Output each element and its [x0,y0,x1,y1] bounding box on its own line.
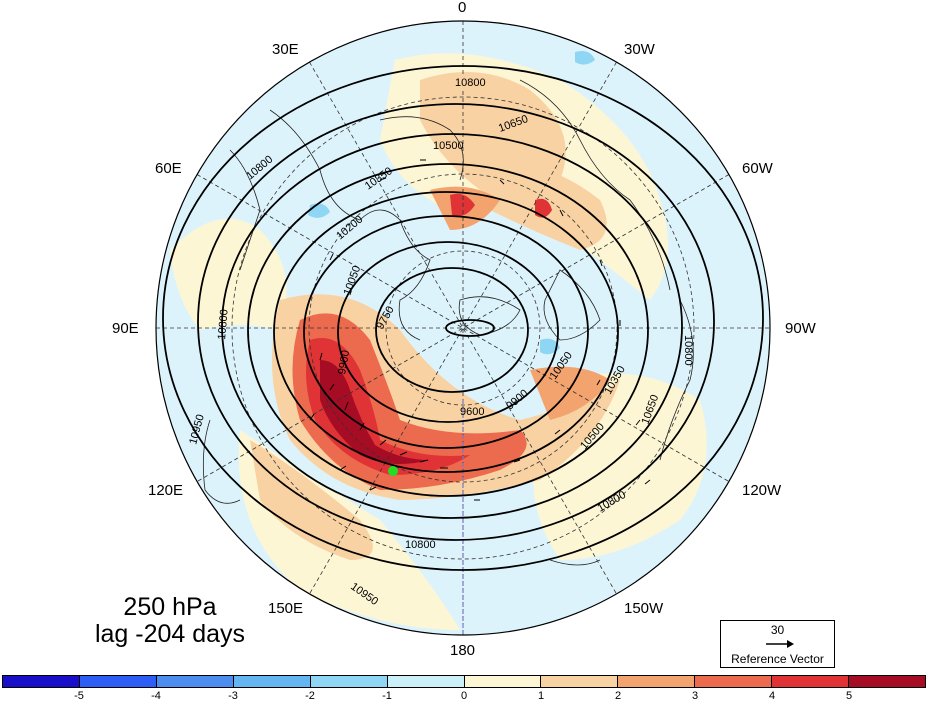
colorbar [2,675,926,688]
contour-label: 10800 [455,77,486,89]
contour-label: 9900 [336,349,352,375]
map-border [155,20,771,636]
colorbar-segment [387,676,465,687]
wind-vectors [309,159,651,501]
lon-label-90w: 90W [785,320,816,337]
pressure-level: 250 hPa [123,593,217,621]
colorbar-segment [310,676,388,687]
colorbar-tick-label: -2 [305,690,315,702]
lon-label-60e: 60E [155,160,182,177]
lon-label-150e: 150E [268,600,304,617]
reference-vector-magnitude: 30 [770,623,785,637]
colorbar-segment [3,676,80,687]
height-contours [162,65,764,571]
contour-label: 9600 [460,406,484,418]
lon-label-90e: 90E [112,320,139,337]
colorbar-segment [464,676,542,687]
lon-label-30e: 30E [272,41,299,58]
reference-vector-label: Reference Vector [731,652,824,666]
colorbar-segment [541,676,619,687]
colorbar-tick-label: 0 [460,690,468,702]
colorbar-segment [156,676,234,687]
colorbar-tick-label: -4 [151,690,161,702]
colorbar-tick-label: 5 [845,690,853,702]
contour-label: 10800 [682,335,694,366]
lon-label-60w: 60W [742,160,773,177]
colorbar-tick-label: -3 [228,690,238,702]
location-marker [388,466,398,476]
lag-label: lag -204 days [94,620,246,648]
lon-label-150w: 150W [624,600,664,617]
colorbar-labels: -5 -4 -3 -2 -1 0 1 2 3 4 5 [0,690,928,702]
contour-label: 10800 [405,539,436,551]
colorbar-tick-label: 1 [537,690,545,702]
lon-label-120e: 120E [148,482,184,499]
colorbar-tick-label: 3 [691,690,699,702]
lon-label-0: 0 [458,0,467,16]
colorbar-segment [772,676,850,687]
colorbar-segment [233,676,311,687]
reference-vector-box: 30 Reference Vector [720,620,835,668]
colorbar-segment [618,676,696,687]
colorbar-segment [79,676,157,687]
lon-label-180: 180 [450,642,476,659]
contour-label: 10500 [433,140,464,152]
colorbar-tick-label: 4 [768,690,776,702]
reference-arrow-icon [766,640,794,648]
colorbar-tick-label: -1 [382,690,392,702]
colorbar-segment [849,676,926,687]
contour-label: 10800 [216,309,231,341]
graticule [156,21,770,635]
anomaly-shading [170,51,707,630]
colorbar-tick-label: 2 [614,690,622,702]
colorbar-tick-label: -5 [74,690,84,702]
colorbar-segment [695,676,773,687]
info-panel: 250 hPa lag -204 days [70,594,270,648]
lon-label-120w: 120W [742,482,782,499]
lon-label-30w: 30W [624,41,655,58]
